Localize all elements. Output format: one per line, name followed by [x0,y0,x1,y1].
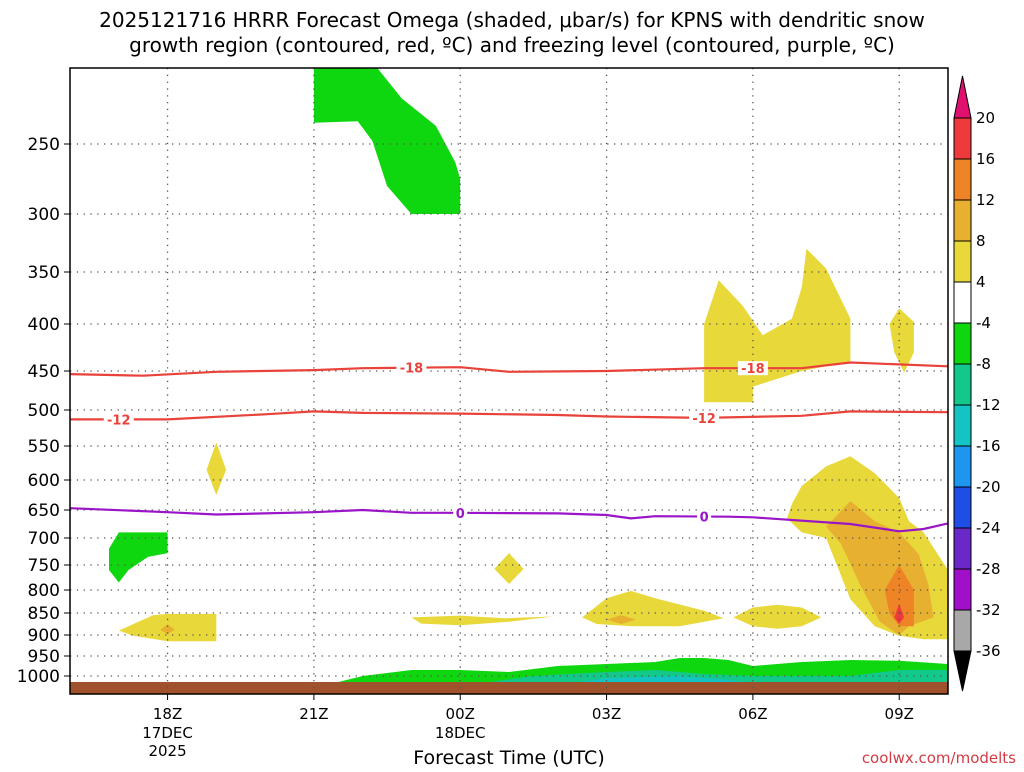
colorbar-swatch [953,568,972,611]
y-tick-label-300: 300 [28,205,60,225]
colorbar-swatch [953,445,972,488]
isotherm-label-bg [396,360,427,375]
colorbar-swatch [953,281,972,324]
isotherm-label-bg [737,361,768,376]
isotherm--18 [70,361,948,377]
isotherm-label-bg [103,412,134,427]
plot-frame [69,67,949,695]
y-tick-label-950: 950 [28,647,60,667]
colorbar-label--16: -16 [976,437,1001,455]
omega-region-lift-760 [494,553,524,584]
isotherm--12 [70,410,948,421]
y-tick-label-500: 500 [28,401,60,421]
isotherm-label-0: 0 [700,511,709,526]
colorbar-swatch [953,158,972,201]
y-tick-label-550: 550 [28,437,60,457]
isotherm-label-bg [453,505,468,520]
y-tick-label-350: 350 [28,263,60,283]
omega-region-lift-840-core [606,615,636,624]
omega-region-lift-700-core [894,603,905,624]
colorbar-swatch [953,363,972,406]
colorbar-swatch [953,117,972,160]
omega-region-upper-sinking [313,68,461,214]
colorbar-label--28: -28 [976,560,1001,578]
isotherm-label-bg [689,410,720,425]
x-tick-label-18Z: 18Z [153,705,182,723]
omega-region-lift-580 [206,442,227,495]
colorbar-swatch [953,322,972,365]
y-tick-label-450: 450 [28,362,60,382]
colorbar-label--4: -4 [976,314,991,332]
x-tick-label-21Z: 21Z [299,705,328,723]
colorbar-bottom-arrow [953,650,972,692]
isotherm-label-0: 0 [456,507,465,522]
y-tick-label-750: 750 [28,556,60,576]
colorbar-label--20: -20 [976,478,1001,496]
plot-content: -18 -18 -12 -12 0 0 [70,68,948,694]
x-tick-label-06Z: 06Z [738,705,767,723]
isotherm-0 [70,507,948,533]
omega-region-lift-860 [411,615,553,626]
x-tick-label-09Z: 09Z [885,705,914,723]
chart-title-line2: growth region (contoured, red, ºC) and f… [129,33,895,57]
x-tick-label-03Z: 03Z [592,705,621,723]
isotherm-label--18: -18 [400,362,424,377]
colorbar-label--32: -32 [976,601,1001,619]
chart-title-line1: 2025121716 HRRR Forecast Omega (shaded, … [99,8,925,32]
colorbar-label-20: 20 [976,109,995,127]
colorbar-legend: 20 16 12 8 4 -4 -8 -12 -16 -20 -24 -28 -32 -36 [953,75,1001,692]
source-credit: coolwx.com/modelts [862,749,1016,767]
colorbar-label-16: 16 [976,150,995,168]
colorbar-swatch [953,240,972,283]
isotherm-label--18: -18 [741,362,765,377]
omega-region-lift-880-core [160,624,175,635]
colorbar-label--24: -24 [976,519,1001,537]
plot-area: -18 -18 -12 -12 0 0 250 300 350 400 450 500 550 600 65… [17,67,949,760]
x-tick-label-00Z: 00Z [446,705,475,723]
omega-region-lift-410 [889,308,914,373]
y-tick-label-600: 600 [28,471,60,491]
omega-region-sinking-700 [109,532,168,583]
colorbar-label-12: 12 [976,191,995,209]
y-tick-label-700: 700 [28,529,60,549]
colorbar-swatch [953,527,972,570]
isotherm-label--12: -12 [692,412,716,427]
x-tick-date: 18DEC [435,724,486,742]
y-tick-label-900: 900 [28,626,60,646]
omega-region-lift-840 [582,590,724,627]
x-tick-year: 2025 [148,742,186,760]
colorbar-label-8: 8 [976,232,986,250]
y-tick-label-250: 250 [28,135,60,155]
colorbar-label-4: 4 [976,273,986,291]
y-tick-label-1000: 1000 [17,667,60,687]
omega-region-lift-850b [733,604,822,629]
x-axis-label: Forecast Time (UTC) [413,747,604,768]
colorbar-label--8: -8 [976,355,991,373]
y-tick-label-800: 800 [28,581,60,601]
colorbar-label--12: -12 [976,396,1001,414]
omega-region-lift-700-inner [884,565,914,627]
y-tick-label-650: 650 [28,501,60,521]
x-tick-date: 17DEC [142,724,193,742]
isotherm-label--12: -12 [107,413,131,428]
colorbar-swatch [953,609,972,652]
isotherm-label-bg [697,509,712,524]
ground-surface [70,682,948,694]
y-tick-label-850: 850 [28,604,60,624]
colorbar-top-arrow [953,75,972,119]
colorbar-swatch [953,199,972,242]
colorbar-swatch [953,486,972,529]
colorbar-swatch [953,404,972,447]
y-tick-label-400: 400 [28,315,60,335]
colorbar-label--36: -36 [976,642,1001,660]
